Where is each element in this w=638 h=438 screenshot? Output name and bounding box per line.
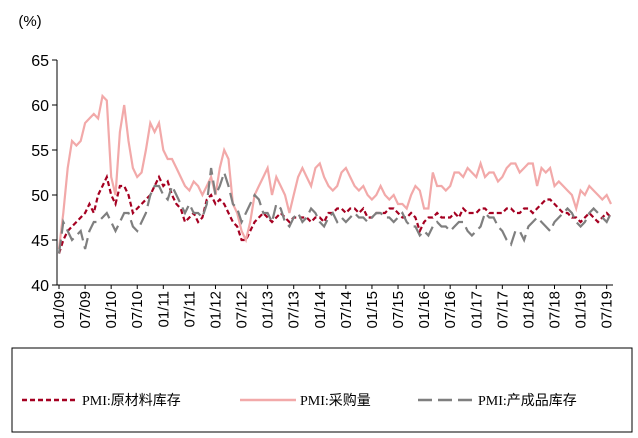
y-tick-label: 40: [31, 278, 49, 295]
x-tick-label: 07/09: [77, 291, 94, 329]
x-tick-label: 01/15: [364, 291, 381, 329]
x-tick-label: 07/16: [442, 291, 459, 329]
x-tick-label: 07/18: [546, 291, 563, 329]
y-tick-label: 60: [31, 98, 49, 115]
legend-label: PMI:原材料库存: [82, 393, 181, 409]
x-tick-label: 07/12: [234, 291, 251, 329]
x-tick-label: 07/19: [599, 291, 616, 329]
x-tick-label: 01/09: [51, 291, 68, 329]
y-tick-label: 55: [31, 143, 49, 160]
legend-box: [11, 347, 633, 433]
series-line: [57, 173, 612, 254]
x-tick-label: 01/17: [468, 291, 485, 329]
x-tick-label: 01/11: [155, 291, 172, 327]
x-tick-label: 01/14: [312, 291, 329, 329]
x-tick-label: 01/10: [103, 291, 120, 329]
x-tick-label: 01/13: [260, 291, 277, 329]
y-tick-label: 45: [31, 233, 49, 250]
x-tick-label: 07/11: [181, 291, 198, 327]
y-tick-label: 50: [31, 188, 49, 205]
series-line: [57, 167, 612, 254]
x-tick-label: 07/15: [390, 291, 407, 329]
legend-label: PMI:产成品库存: [478, 393, 577, 409]
x-tick-label: 07/10: [129, 291, 146, 329]
x-tick-label: 07/17: [494, 291, 511, 329]
y-tick-label: 65: [31, 53, 49, 70]
y-axis-label: (%): [18, 13, 41, 30]
x-tick-label: 01/16: [416, 291, 433, 329]
x-tick-label: 01/19: [573, 291, 590, 329]
x-tick-label: 01/18: [520, 291, 537, 329]
x-tick-label: 01/12: [207, 291, 224, 329]
legend-label: PMI:采购量: [300, 393, 371, 409]
x-tick-label: 07/14: [338, 291, 355, 329]
x-tick-label: 07/13: [286, 291, 303, 329]
series-line: [57, 93, 612, 250]
